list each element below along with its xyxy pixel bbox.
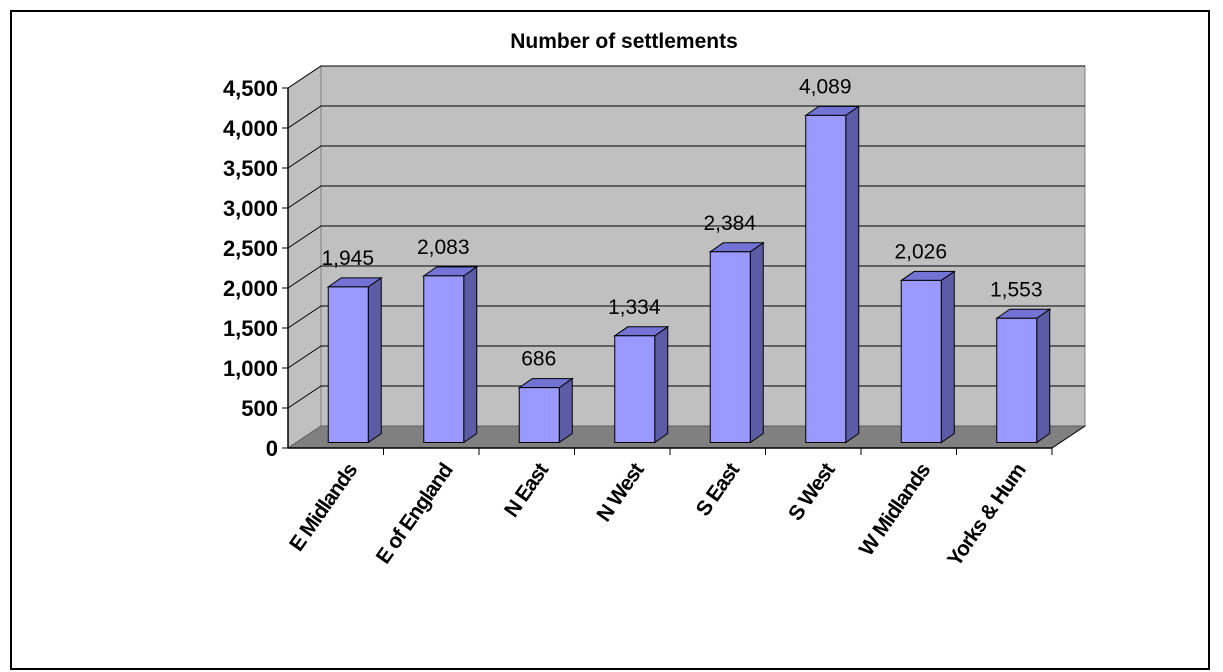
x-tick-label: S East <box>692 459 745 521</box>
bar-side <box>1036 308 1051 444</box>
data-label: 4,089 <box>799 75 852 98</box>
chart-area: Number of settlements 0 500 1,000 1,500 2,00… <box>223 30 1087 571</box>
chart-title: Number of settlements <box>510 30 738 53</box>
y-tick-label: 0 <box>266 436 278 461</box>
data-label: 2,026 <box>894 240 947 263</box>
x-tick-label: W Midlands <box>855 459 935 560</box>
bar-front <box>996 317 1038 444</box>
data-label: 686 <box>521 348 556 371</box>
bar-front <box>900 279 942 444</box>
data-label: 2,384 <box>703 212 756 235</box>
y-tick-label: 3,500 <box>223 156 278 181</box>
data-labels: 1,945 2,083 686 1,334 2,384 4,089 2,026 1,553 <box>321 75 1042 370</box>
bar-front <box>327 286 369 443</box>
bar-side <box>845 105 860 444</box>
bar-front <box>518 387 560 443</box>
bar-front <box>805 114 847 443</box>
axes <box>282 87 1086 455</box>
bar-side <box>558 377 573 444</box>
x-tick-label: N West <box>592 459 649 526</box>
x-tick-label: E Midlands <box>285 459 362 555</box>
plot-walls <box>286 65 1087 449</box>
y-tick-label: 1,000 <box>223 356 278 381</box>
bar-front <box>423 275 465 443</box>
x-tick-label: S West <box>784 459 840 525</box>
bar-front <box>614 335 656 443</box>
y-tick-label: 4,000 <box>223 116 278 141</box>
chart-frame: Number of settlements 0 500 1,000 1,500 2,00… <box>10 10 1210 670</box>
bar <box>517 377 574 444</box>
y-tick-label: 2,000 <box>223 276 278 301</box>
y-axis-tick-labels: 0 500 1,000 1,500 2,000 2,500 3,000 3,500 4,000 4… <box>223 76 278 461</box>
x-tick-label: N East <box>500 459 553 522</box>
bar <box>899 270 956 444</box>
bar-side <box>367 276 382 444</box>
gridline <box>287 65 1085 89</box>
data-label: 1,334 <box>608 296 661 319</box>
bar-side <box>463 265 478 444</box>
bar <box>326 276 383 444</box>
y-tick-label: 3,000 <box>223 196 278 221</box>
bar-side <box>940 270 955 444</box>
bar <box>422 265 479 444</box>
bar <box>804 105 861 444</box>
bar <box>613 325 670 444</box>
x-axis-depth-line <box>1051 425 1086 449</box>
bar-side <box>654 325 669 444</box>
floor <box>286 425 1087 449</box>
data-label: 1,945 <box>321 247 374 270</box>
bar-side <box>749 241 764 444</box>
y-tick-label: 4,500 <box>223 76 278 101</box>
x-tick-label: E of England <box>372 460 458 569</box>
x-tick-label: Yorks & Hum <box>943 459 1030 570</box>
bar-front <box>709 251 751 443</box>
bar <box>995 308 1052 444</box>
data-label: 1,553 <box>990 278 1043 301</box>
bar <box>708 241 765 444</box>
side-wall <box>287 65 322 449</box>
y-tick-label: 2,500 <box>223 236 278 261</box>
y-tick-label: 500 <box>241 396 278 421</box>
data-label: 2,083 <box>417 236 470 259</box>
y-tick-label: 1,500 <box>223 316 278 341</box>
x-axis-tick-labels: E Midlands E of England N East N West S East… <box>285 459 1030 571</box>
bars <box>326 105 1052 444</box>
